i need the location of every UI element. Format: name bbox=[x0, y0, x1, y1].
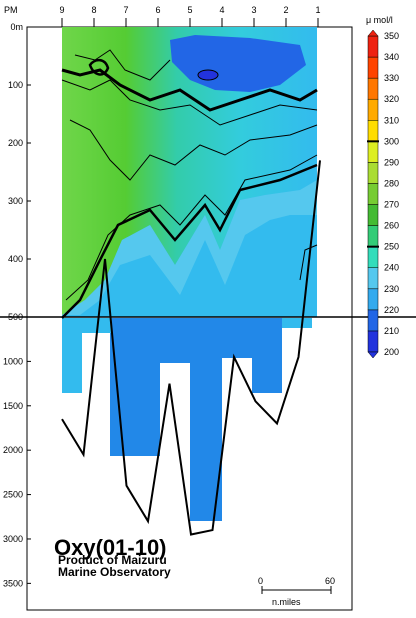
y-tick-label: 500 bbox=[8, 312, 23, 322]
y-tick-label: 0m bbox=[10, 22, 23, 32]
mid-oxygen-band bbox=[62, 180, 317, 315]
colorbar-swatch bbox=[367, 288, 379, 311]
station-label: 1 bbox=[315, 5, 320, 15]
colorbar-swatch bbox=[367, 77, 379, 100]
scale-start-label: 0 bbox=[258, 576, 263, 586]
lower-column-3 bbox=[282, 318, 312, 328]
colorbar-label: 320 bbox=[384, 94, 399, 104]
colorbar-label: 270 bbox=[384, 200, 399, 210]
lower-column-8 bbox=[110, 318, 160, 456]
bottom-profile bbox=[61, 160, 321, 536]
colorbar-swatch bbox=[367, 35, 379, 58]
lower-column-7 bbox=[160, 318, 190, 363]
y-axis-ticks: 0m 100 200 300 400 500 1000 1500 2000 2500 3000 350… bbox=[3, 22, 31, 588]
station-label: 9 bbox=[59, 5, 64, 15]
lower-column-4 bbox=[252, 318, 282, 393]
lower-column-5 bbox=[222, 318, 252, 358]
colorbar-label: 260 bbox=[384, 221, 399, 231]
colorbar-bottom-arrow bbox=[367, 351, 379, 359]
colorbar-label: 340 bbox=[384, 52, 399, 62]
colorbar-label: 350 bbox=[384, 31, 399, 41]
distance-scale: 0 60 n.miles bbox=[258, 576, 335, 607]
colorbar-label: 240 bbox=[384, 263, 399, 273]
colorbar: 200 210 220 230 240 250 260 270 280 290 300 310 320 3… bbox=[367, 29, 399, 359]
lower-column-9 bbox=[62, 318, 82, 393]
chart-subtitle-line-1: Product of Maizuru bbox=[58, 553, 167, 567]
y-tick-label: 1500 bbox=[3, 401, 23, 411]
high-oxygen-region bbox=[62, 27, 317, 315]
colorbar-swatch bbox=[367, 225, 379, 247]
colorbar-swatch bbox=[367, 98, 379, 121]
colorbar-swatch bbox=[367, 246, 379, 268]
station-label: 8 bbox=[91, 5, 96, 15]
colorbar-label: 230 bbox=[384, 284, 399, 294]
y-tick-label: 100 bbox=[8, 80, 23, 90]
colorbar-label: 220 bbox=[384, 305, 399, 315]
colorbar-swatch bbox=[367, 330, 379, 353]
station-label: 6 bbox=[155, 5, 160, 15]
colorbar-swatch bbox=[367, 162, 379, 184]
colorbar-swatch bbox=[367, 267, 379, 290]
lower-column-6 bbox=[190, 318, 222, 521]
y-tick-label: 2000 bbox=[3, 445, 23, 455]
colorbar-label: 300 bbox=[384, 136, 399, 146]
chart-title: Oxy(01-10) bbox=[54, 535, 167, 560]
station-labels: 9 8 7 6 5 4 3 2 1 bbox=[59, 5, 321, 27]
station-label: 2 bbox=[283, 5, 288, 15]
y-tick-label: 200 bbox=[8, 138, 23, 148]
colorbar-swatch bbox=[367, 183, 379, 205]
station-label: 3 bbox=[251, 5, 256, 15]
colorbar-label: 290 bbox=[384, 157, 399, 167]
colorbar-label: 200 bbox=[384, 347, 399, 357]
colorbar-top-arrow bbox=[367, 29, 379, 37]
y-tick-label: 2500 bbox=[3, 490, 23, 500]
station-label: 4 bbox=[219, 5, 224, 15]
colorbar-label: 280 bbox=[384, 178, 399, 188]
colorbar-swatch bbox=[367, 309, 379, 332]
x-axis-label: PM bbox=[4, 5, 18, 15]
colorbar-label: 250 bbox=[384, 242, 399, 252]
scale-end-label: 60 bbox=[325, 576, 335, 586]
colorbar-unit: μ mol/l bbox=[366, 15, 393, 25]
colorbar-swatch bbox=[367, 141, 379, 163]
station-label: 7 bbox=[123, 5, 128, 15]
colorbar-swatch bbox=[367, 204, 379, 226]
scale-unit-label: n.miles bbox=[272, 597, 301, 607]
colorbar-label: 330 bbox=[384, 73, 399, 83]
y-tick-label: 400 bbox=[8, 254, 23, 264]
min-oxygen-pocket bbox=[197, 69, 219, 81]
station-label: 5 bbox=[187, 5, 192, 15]
colorbar-label: 210 bbox=[384, 326, 399, 336]
y-tick-label: 3500 bbox=[3, 578, 23, 588]
y-tick-label: 1000 bbox=[3, 356, 23, 366]
chart-subtitle-line-2: Marine Observatory bbox=[58, 565, 171, 579]
y-tick-label: 3000 bbox=[3, 534, 23, 544]
colorbar-swatch bbox=[367, 120, 379, 142]
y-tick-label: 300 bbox=[8, 196, 23, 206]
colorbar-label: 310 bbox=[384, 115, 399, 125]
colorbar-swatch bbox=[367, 56, 379, 79]
contour-lines bbox=[61, 49, 318, 319]
